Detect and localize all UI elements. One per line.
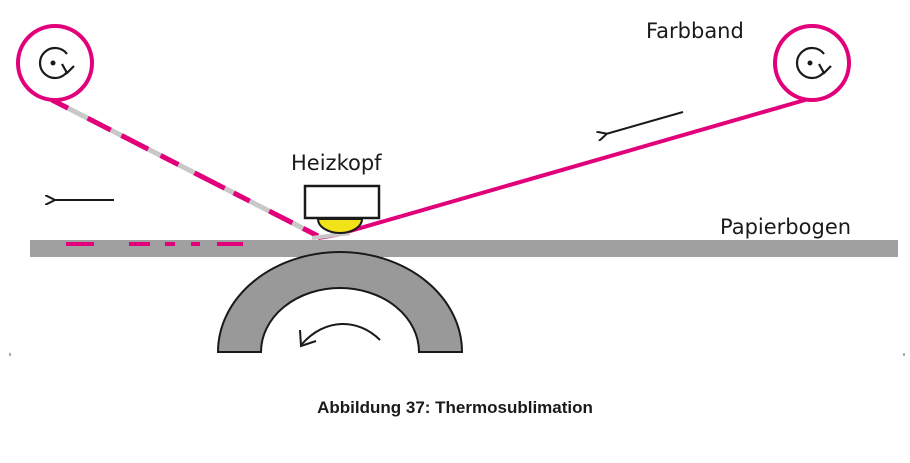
heater-label: Heizkopf xyxy=(291,151,382,175)
rotation-clockwise-icon xyxy=(38,46,75,80)
figure-caption: Abbildung 37: Thermosublimation xyxy=(317,398,593,417)
platen-drum xyxy=(216,251,464,353)
right-spool xyxy=(773,24,851,102)
ribbon-contact xyxy=(311,231,351,240)
thermal-sublimation-diagram: Farbband Heizkopf Papierbogen xyxy=(9,19,905,356)
paper-sheet xyxy=(30,240,898,257)
rotation-clockwise-icon xyxy=(795,46,832,80)
ribbon-direction-arrow xyxy=(606,111,684,134)
left-spool xyxy=(16,24,94,102)
spent-ribbon xyxy=(50,97,320,239)
counterclockwise-arrow-icon xyxy=(299,323,381,348)
paper-label: Papierbogen xyxy=(720,215,851,239)
ribbon-label: Farbband xyxy=(646,19,744,43)
corner-marks xyxy=(9,353,905,356)
heating-head xyxy=(303,184,381,234)
